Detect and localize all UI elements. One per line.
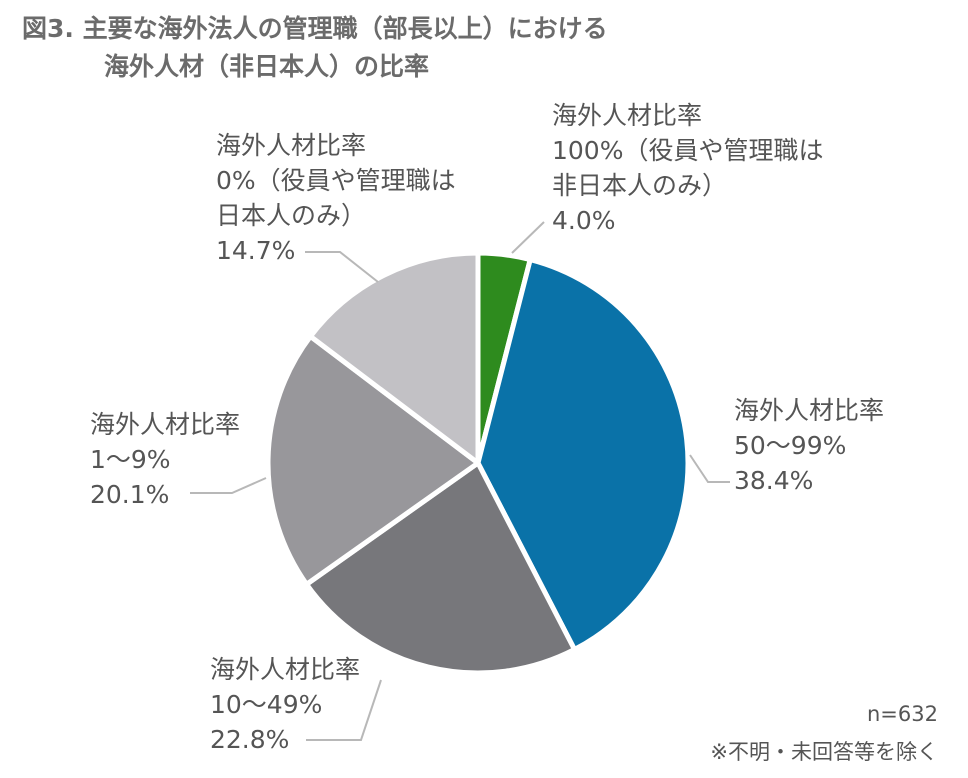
pie-slice-0 xyxy=(307,250,481,466)
slice-label-line: 海外人材比率 xyxy=(734,396,885,425)
slice-label-line: 50〜99% xyxy=(734,431,847,460)
slice-value-label: 20.1% xyxy=(90,480,170,509)
slice-value-label: 14.7% xyxy=(216,236,296,265)
chart-title: 図3. 主要な海外法人の管理職（部長以上）における 海外人材（非日本人）の比率 xyxy=(22,10,608,86)
pie-slice-1-9 xyxy=(265,333,481,587)
slice-label-0: 海外人材比率 0%（役員や管理職は 日本人のみ） 14.7% xyxy=(216,128,456,268)
slice-label-line: 10〜49% xyxy=(210,690,323,719)
leader-line-100 xyxy=(511,221,545,254)
slice-label-50-99: 海外人材比率 50〜99% 38.4% xyxy=(734,393,884,498)
slice-value-label: 38.4% xyxy=(734,466,814,495)
slice-label-line: 100%（役員や管理職は xyxy=(552,136,824,165)
slice-label-line: 海外人材比率 xyxy=(90,410,241,439)
leader-line-50-99 xyxy=(689,454,730,483)
slice-label-line: 海外人材比率 xyxy=(210,655,361,684)
slice-label-100: 海外人材比率 100%（役員や管理職は 非日本人のみ） 4.0% xyxy=(552,98,823,238)
slice-value-label: 22.8% xyxy=(210,725,290,754)
slice-label-line: 非日本人のみ） xyxy=(552,171,728,200)
leader-line-0 xyxy=(305,251,379,283)
pie-slice-10-49 xyxy=(304,460,578,676)
slice-label-line: 海外人材比率 xyxy=(552,101,703,130)
slice-label-line: 日本人のみ） xyxy=(216,201,367,230)
chart-title-line2: 海外人材（非日本人）の比率 xyxy=(104,52,430,81)
slice-label-line: 0%（役員や管理職は xyxy=(216,166,456,195)
slice-label-10-49: 海外人材比率 10〜49% 22.8% xyxy=(210,652,360,757)
pie-slice-50-99 xyxy=(475,257,691,653)
leader-line-1-9 xyxy=(190,477,267,494)
chart-title-line1: 図3. 主要な海外法人の管理職（部長以上）における xyxy=(22,14,608,43)
slice-label-line: 海外人材比率 xyxy=(216,131,367,160)
slice-value-label: 4.0% xyxy=(552,206,616,235)
leader-line-10-49 xyxy=(306,679,382,741)
slice-label-1-9: 海外人材比率 1〜9% 20.1% xyxy=(90,407,240,512)
slice-label-line: 1〜9% xyxy=(90,445,171,474)
exclusion-note: ※不明・未回答等を除く xyxy=(710,740,938,764)
sample-size-note: n=632 xyxy=(867,702,938,726)
